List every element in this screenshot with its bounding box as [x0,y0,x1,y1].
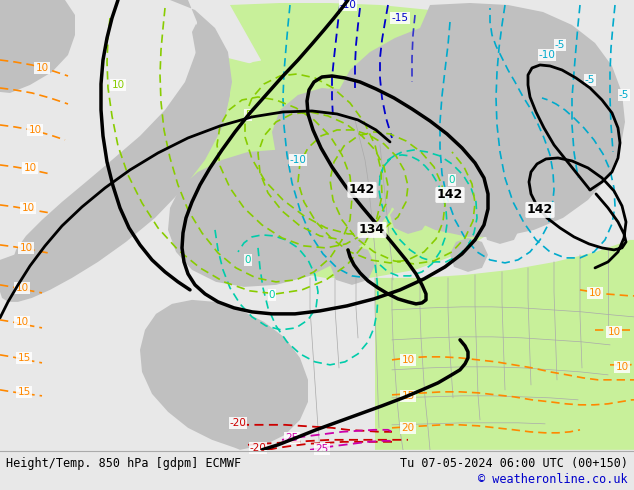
Text: -5: -5 [555,40,565,50]
Text: Height/Temp. 850 hPa [gdpm] ECMWF: Height/Temp. 850 hPa [gdpm] ECMWF [6,457,241,470]
Polygon shape [334,3,625,237]
Text: -5: -5 [585,75,595,85]
Text: 10: 10 [112,80,124,90]
Text: 5: 5 [245,110,251,120]
Polygon shape [450,238,488,272]
Polygon shape [375,240,634,450]
Polygon shape [0,0,232,280]
Text: 25: 25 [285,433,299,443]
Text: 10: 10 [20,243,32,253]
Text: 10: 10 [616,362,628,372]
Text: 15: 15 [17,353,30,363]
Text: 142: 142 [437,189,463,201]
Text: -5: -5 [619,90,629,100]
Polygon shape [432,175,472,215]
Text: -10: -10 [290,155,306,165]
Text: -10: -10 [538,50,555,60]
Text: 10: 10 [36,63,49,73]
Text: 25: 25 [315,444,328,454]
Text: 0: 0 [269,290,275,300]
Text: 142: 142 [527,203,553,217]
Polygon shape [170,3,550,278]
Polygon shape [330,245,375,285]
Polygon shape [0,24,230,302]
Polygon shape [168,88,405,287]
Polygon shape [140,300,308,450]
Text: 15: 15 [401,391,415,401]
Text: 142: 142 [349,183,375,196]
Text: 0: 0 [245,255,251,265]
Text: -10: -10 [340,0,356,10]
Text: © weatheronline.co.uk: © weatheronline.co.uk [479,473,628,487]
Text: -15: -15 [392,13,408,23]
Polygon shape [272,88,388,183]
Text: 134: 134 [359,223,385,236]
Text: 0: 0 [449,175,455,185]
Text: -20: -20 [250,443,266,453]
Text: 10: 10 [607,327,621,337]
Text: Tu 07-05-2024 06:00 UTC (00+150): Tu 07-05-2024 06:00 UTC (00+150) [400,457,628,470]
Text: 10: 10 [22,203,35,213]
Polygon shape [390,200,430,234]
Polygon shape [176,58,275,170]
Text: 10: 10 [29,125,42,135]
Text: 10: 10 [401,355,415,365]
Text: 10: 10 [15,283,29,293]
Polygon shape [370,142,422,188]
Text: 10: 10 [15,317,29,327]
Polygon shape [484,210,520,244]
Text: 10: 10 [588,288,602,298]
Polygon shape [0,0,75,93]
Text: -20: -20 [230,418,247,428]
Text: 20: 20 [401,423,415,433]
Text: 15: 15 [17,387,30,397]
Polygon shape [272,218,338,265]
Text: 10: 10 [23,163,37,173]
